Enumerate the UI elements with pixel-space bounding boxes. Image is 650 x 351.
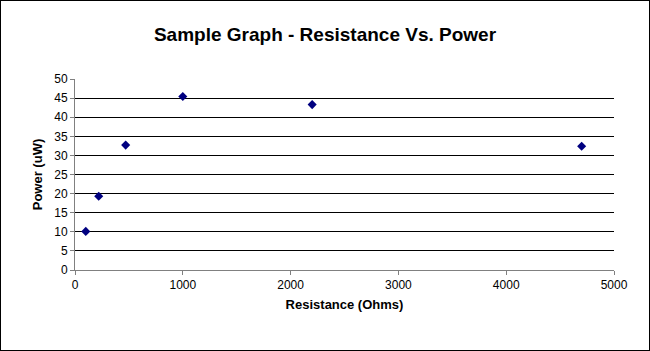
svg-text:40: 40	[54, 110, 68, 124]
svg-text:35: 35	[54, 130, 68, 144]
svg-text:5: 5	[61, 244, 68, 258]
svg-text:3000: 3000	[385, 278, 412, 292]
svg-text:10: 10	[54, 225, 68, 239]
svg-text:Sample Graph - Resistance Vs.: Sample Graph - Resistance Vs. Power	[154, 24, 497, 45]
svg-text:2000: 2000	[277, 278, 304, 292]
svg-text:5000: 5000	[601, 278, 628, 292]
svg-text:0: 0	[72, 278, 79, 292]
svg-text:Resistance (Ohms): Resistance (Ohms)	[286, 297, 404, 312]
svg-text:20: 20	[54, 187, 68, 201]
svg-text:50: 50	[54, 72, 68, 86]
svg-text:1000: 1000	[169, 278, 196, 292]
svg-text:15: 15	[54, 206, 68, 220]
svg-text:30: 30	[54, 149, 68, 163]
svg-text:Power (uW): Power (uW)	[30, 139, 45, 211]
svg-text:45: 45	[54, 91, 68, 105]
svg-text:25: 25	[54, 168, 68, 182]
svg-text:0: 0	[61, 263, 68, 277]
svg-text:4000: 4000	[493, 278, 520, 292]
